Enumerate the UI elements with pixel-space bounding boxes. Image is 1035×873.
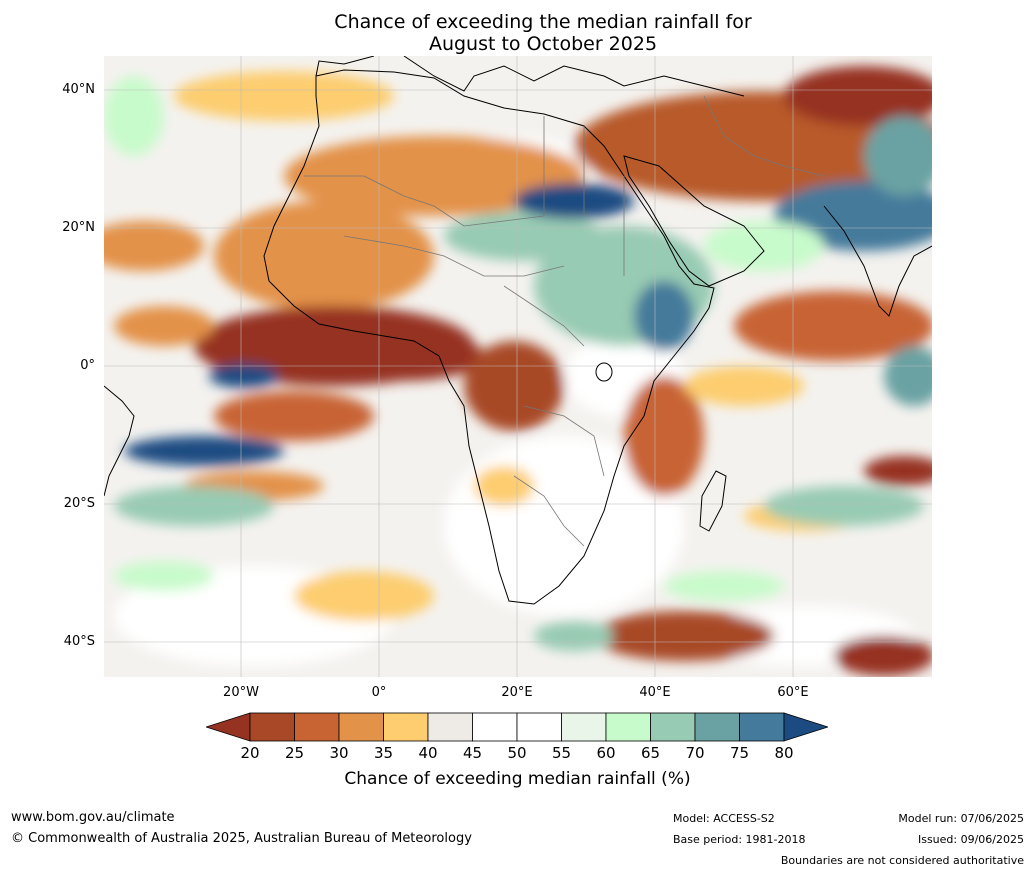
colorbar-tick-label: 45 [462, 744, 483, 762]
colorbar-tick-label: 35 [373, 744, 394, 762]
colorbar-extend-low [206, 712, 251, 742]
lon-label-40e: 40°E [639, 685, 671, 700]
arabia-coastline [623, 155, 765, 287]
colorbar-tick-label: 25 [284, 744, 305, 762]
lon-label-0: 0° [371, 685, 387, 700]
lat-label-20s: 20°S [63, 496, 95, 511]
colorbar-tick-label: 60 [596, 744, 616, 762]
africa-coastline [263, 69, 715, 605]
europe-coastline [315, 56, 745, 97]
lon-label-20e: 20°E [501, 685, 533, 700]
colorbar-tick-label: 30 [329, 744, 349, 762]
colorbar-segment [739, 712, 785, 742]
colorbar-segment [294, 712, 340, 742]
title-line-2: August to October 2025 [428, 33, 658, 55]
colorbar-segment [605, 712, 651, 742]
india-coastline [823, 205, 932, 317]
disclaimer-text: Boundaries are not considered authoritat… [780, 854, 1024, 867]
colorbar-tick-label: 50 [507, 744, 527, 762]
madagascar-coastline [699, 470, 727, 532]
website-link[interactable]: www.bom.gov.au/climate [11, 810, 175, 825]
colorbar-tick-label: 70 [685, 744, 705, 762]
lake-victoria [595, 362, 613, 382]
title-line-1: Chance of exceeding the median rainfall … [334, 11, 752, 33]
colorbar [206, 712, 828, 742]
colorbar-tick-label: 40 [418, 744, 438, 762]
colorbar-extend-high [783, 712, 828, 742]
colorbar-segment [650, 712, 696, 742]
colorbar-segment [472, 712, 518, 742]
lon-label-20w: 20°W [223, 685, 259, 700]
lat-label-20n: 20°N [62, 220, 95, 235]
colorbar-title: Chance of exceeding median rainfall (%) [344, 769, 691, 789]
colorbar-tick-label: 55 [551, 744, 572, 762]
colorbar-segment [427, 712, 473, 742]
rainfall-map[interactable] [104, 56, 932, 677]
copyright-text: © Commonwealth of Australia 2025, Austra… [11, 831, 472, 846]
graticule [104, 56, 932, 677]
base-period-text: Base period: 1981-2018 [673, 833, 806, 846]
colorbar-segment [383, 712, 429, 742]
colorbar-segment [694, 712, 740, 742]
colorbar-segment [561, 712, 607, 742]
lon-label-60e: 60°E [777, 685, 809, 700]
map-title: Chance of exceeding the median rainfall … [0, 11, 1035, 55]
map-canvas [104, 56, 932, 677]
model-run-text: Model run: 07/06/2025 [898, 812, 1024, 825]
model-text: Model: ACCESS-S2 [673, 812, 775, 825]
lat-label-40n: 40°N [62, 82, 95, 97]
colorbar-segment [338, 712, 384, 742]
colorbar-segment [249, 712, 295, 742]
country-borders [304, 95, 825, 547]
south-america-coastline [104, 385, 135, 497]
colorbar-tick-label: 20 [240, 744, 260, 762]
issued-text: Issued: 09/06/2025 [917, 833, 1024, 846]
lat-label-0: 0° [80, 358, 95, 373]
colorbar-segment [516, 712, 562, 742]
colorbar-tick-label: 75 [729, 744, 750, 762]
colorbar-tick-label: 65 [640, 744, 661, 762]
lat-label-40s: 40°S [63, 634, 95, 649]
colorbar-tick-label: 80 [774, 744, 794, 762]
